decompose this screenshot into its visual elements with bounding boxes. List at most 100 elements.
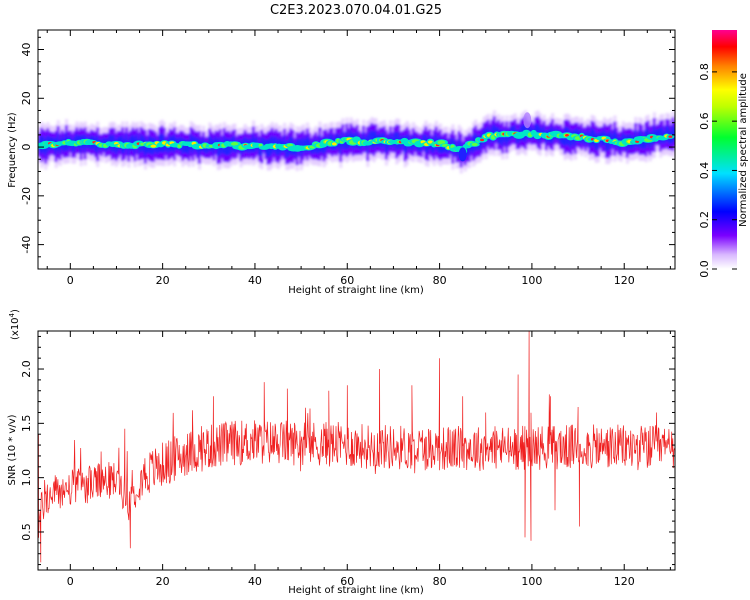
- snr-y-tick-label: 0.5: [20, 523, 33, 541]
- figure-title: C2E3.2023.070.04.01.G25: [270, 3, 442, 18]
- snr-x-tick-label: 100: [521, 575, 542, 588]
- band-core-yellow: [331, 142, 337, 146]
- band-core-yellow: [427, 140, 433, 144]
- band-mid-column: [465, 141, 470, 156]
- snr-scale-factor: (x104): [8, 309, 21, 340]
- band-mid-column: [501, 128, 505, 147]
- snr-x-label: Height of straight line (km): [288, 585, 424, 596]
- band-mid-column: [339, 135, 343, 155]
- band-mid-column: [370, 130, 374, 148]
- spectrogram-ticks: 0 20 40 60 80 100 120 -40 -20 0 20 40: [20, 30, 675, 287]
- band-mid-column: [393, 132, 397, 147]
- snr-x-tick-label: 0: [67, 575, 74, 588]
- colorbar-label: Normalized spectral amplitude: [738, 73, 749, 227]
- svg-text:(x104): (x104): [8, 309, 21, 340]
- band-core: [38, 112, 675, 162]
- band-mid-column: [665, 125, 669, 142]
- band-mid-column: [478, 135, 482, 151]
- band-mid-column: [297, 138, 301, 152]
- spectrogram-y-tick-label: 20: [20, 91, 33, 105]
- spectrogram-x-tick-label: 0: [67, 274, 74, 287]
- band-mid-column: [384, 136, 389, 153]
- band-mid-column: [505, 128, 509, 146]
- band-mid-column: [305, 135, 310, 154]
- band-mid-column: [542, 125, 546, 138]
- spectrogram-y-tick-label: 40: [20, 43, 33, 57]
- spectrogram-y-tick-label: -40: [20, 236, 33, 254]
- band-core-red: [564, 134, 569, 137]
- spectrogram-x-tick-label: 100: [521, 274, 542, 287]
- snr-x-tick-label: 20: [156, 575, 170, 588]
- snr-y-tick-label: 2.0: [20, 360, 33, 378]
- colorbar-tick-label: 0.4: [698, 162, 711, 180]
- band-mid-column: [389, 132, 393, 147]
- band-mid-column: [536, 123, 540, 141]
- band-mid-column: [656, 128, 661, 141]
- snr-y-label: SNR (10 * v/v): [7, 414, 18, 485]
- scale-factor-base: (x10: [10, 317, 21, 340]
- spectral-band: [38, 110, 675, 174]
- colorbar-tick-label: 0.6: [698, 112, 711, 130]
- snr-frame: [37, 330, 676, 571]
- band-mid-column: [671, 124, 675, 144]
- band-mid-column: [227, 138, 231, 156]
- band-core-red: [480, 138, 485, 142]
- band-mid-column: [156, 140, 160, 155]
- scale-factor-exponent: 4: [8, 312, 16, 317]
- snr-x-tick-label: 120: [614, 575, 635, 588]
- spectrogram-x-tick-label: 60: [340, 274, 354, 287]
- band-peak: [523, 112, 532, 129]
- snr-ticks: 0 20 40 60 80 100 120 0.5 1.0 1.5 2.0: [20, 331, 675, 588]
- band-mid-column: [449, 138, 453, 150]
- spectrogram-panel: 0 20 40 60 80 100 120 -40 -20 0 20 40 Height of str…: [7, 29, 676, 296]
- snr-x-tick-label: 80: [433, 575, 447, 588]
- band-mid-column: [125, 133, 129, 150]
- spectrogram-x-tick-label: 20: [156, 274, 170, 287]
- band-mid-column: [301, 137, 306, 154]
- snr-y-tick-label: 1.0: [20, 469, 33, 487]
- band-dip: [458, 147, 467, 162]
- spectrogram-y-tick-label: 0: [20, 144, 33, 151]
- band-mid-column: [285, 141, 289, 158]
- band-mid-column: [181, 137, 185, 155]
- band-mid-column: [185, 139, 189, 154]
- colorbar-gradient: [712, 30, 737, 269]
- band-core-yellow: [150, 144, 156, 148]
- colorbar-ticks: 0.0 0.2 0.4 0.6 0.8: [698, 63, 737, 278]
- spectrogram-frame: [37, 29, 676, 270]
- band-mid-column: [187, 139, 191, 155]
- band-core-red: [668, 135, 673, 138]
- spectrogram-x-tick-label: 120: [614, 274, 635, 287]
- band-mid-column: [661, 126, 665, 143]
- snr-series-line: [38, 331, 675, 563]
- band-mid-column: [262, 137, 266, 149]
- band-mid-column: [673, 127, 675, 142]
- band-mid-column: [208, 135, 212, 152]
- snr-panel: 0 20 40 60 80 100 120 0.5 1.0 1.5 2.0 Height of st…: [7, 309, 676, 596]
- band-core-green: [437, 140, 446, 145]
- band-mid-column: [561, 132, 565, 145]
- band-mid-column: [343, 136, 347, 150]
- colorbar: 0.0 0.2 0.4 0.6 0.8 Normalized spectral ampl…: [698, 30, 749, 278]
- band-mid-column: [654, 129, 659, 141]
- band-core-green: [471, 142, 478, 147]
- band-core-green: [230, 142, 239, 146]
- band-mid-column: [131, 134, 135, 151]
- colorbar-tick-label: 0.2: [698, 211, 711, 229]
- colorbar-tick-label: 0.8: [698, 63, 711, 81]
- band-mid-column: [58, 139, 62, 154]
- spectrogram-y-label: Frequency (Hz): [7, 112, 18, 188]
- band-mid-column: [102, 137, 106, 149]
- band-mid-column: [308, 138, 312, 151]
- snr-x-tick-label: 40: [248, 575, 262, 588]
- snr-y-tick-label: 1.5: [20, 415, 33, 433]
- band-mid-column: [362, 131, 366, 147]
- spectrogram-y-tick-label: -20: [20, 187, 33, 205]
- snr-x-tick-label: 60: [340, 575, 354, 588]
- spectrogram-x-tick-label: 80: [433, 274, 447, 287]
- spectrogram-x-tick-label: 40: [248, 274, 262, 287]
- band-mid-column: [210, 137, 214, 151]
- band-mid-column: [62, 138, 67, 153]
- spectrogram-x-label: Height of straight line (km): [288, 285, 424, 296]
